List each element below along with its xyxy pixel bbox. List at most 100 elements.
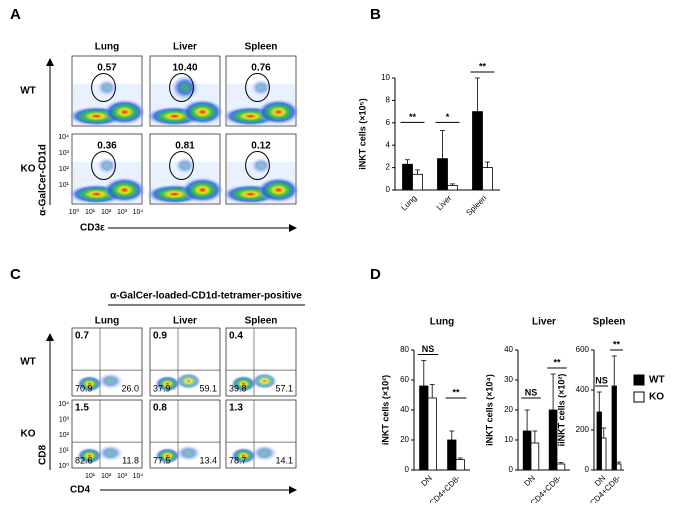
- y-tick-label: 400: [576, 385, 590, 394]
- error-bar: [449, 430, 455, 440]
- quadrant-value: 82.6: [75, 455, 93, 465]
- quadrant-value: 57.1: [275, 383, 293, 393]
- column-header: Liver: [173, 316, 197, 327]
- y-tick-label: 10¹: [59, 182, 70, 189]
- bar: [455, 459, 465, 471]
- bar: [419, 385, 429, 471]
- y-tick-label: 10¹: [59, 447, 70, 454]
- gate: [91, 151, 116, 180]
- y-tick-label: 10⁰: [58, 462, 69, 470]
- significance-label: **: [479, 61, 487, 71]
- bar: [402, 163, 413, 191]
- significance-label: NS: [525, 387, 538, 397]
- x-tick-label: CD4+CD8-: [428, 473, 462, 503]
- column-header: Lung: [95, 42, 119, 53]
- gated-population: [251, 157, 271, 174]
- x-tick-label: 10⁰: [69, 208, 80, 216]
- gated-population: [97, 79, 117, 96]
- quadrant-value: 77.5: [153, 455, 171, 465]
- y-tick-label: 10⁴: [58, 401, 69, 408]
- error-bar: [429, 384, 435, 398]
- chart-title: Lung: [430, 317, 454, 328]
- error-bar: [440, 130, 445, 159]
- x-tick-label: 10³: [117, 209, 128, 216]
- y-tick-label: 0: [585, 465, 590, 474]
- panel-label: C: [10, 266, 21, 283]
- flow-population: [76, 447, 103, 464]
- gate: [245, 151, 270, 180]
- gate-value: 0.12: [251, 141, 271, 152]
- quadrant-value: 13.4: [199, 455, 217, 465]
- x-tick-label: Liver: [435, 193, 454, 212]
- quadrant-value: 0.7: [75, 331, 89, 342]
- x-tick-label: DN: [522, 473, 537, 488]
- flow-population: [97, 372, 124, 390]
- y-tick-label: 80: [400, 345, 409, 354]
- x-tick-label: 10²: [101, 473, 112, 480]
- gate-value: 10.40: [172, 63, 197, 74]
- x-tick-label: 10⁴: [133, 473, 144, 480]
- row-label: WT: [20, 86, 36, 97]
- y-tick-label: 10²: [59, 166, 70, 173]
- bar: [611, 385, 617, 471]
- quadrant-value: 0.4: [229, 331, 243, 342]
- flow-population: [181, 177, 224, 203]
- y-tick-label: 10: [381, 73, 390, 82]
- y-tick-label: 2: [386, 163, 391, 172]
- legend-swatch: [633, 374, 645, 386]
- bar: [482, 167, 493, 191]
- bar: [601, 437, 607, 471]
- bar: [437, 158, 448, 191]
- flow-population: [175, 372, 202, 390]
- quadrant-value: 78.7: [229, 455, 247, 465]
- error-bar: [450, 183, 455, 186]
- y-tick-label: 20: [400, 435, 409, 444]
- x-tick-label: CD4+CD8-: [588, 473, 622, 503]
- y-tick-label: 10: [504, 435, 513, 444]
- x-tick-label: 10¹: [85, 209, 96, 216]
- significance-label: **: [613, 339, 621, 349]
- flow-population: [181, 99, 224, 125]
- chart-title: Liver: [532, 317, 556, 328]
- flow-population: [154, 375, 181, 392]
- error-bar: [485, 161, 490, 168]
- flow-population: [257, 99, 300, 125]
- gate-value: 0.76: [251, 63, 271, 74]
- y-tick-label: 10⁴: [58, 134, 69, 141]
- header: α-GalCer-loaded-CD1d-tetramer-positive: [110, 291, 302, 302]
- legend-label: WT: [649, 375, 665, 386]
- y-tick-label: 10³: [59, 416, 70, 423]
- y-tick-label: 40: [504, 345, 513, 354]
- y-tick-label: 200: [576, 425, 590, 434]
- bar: [616, 463, 622, 471]
- significance-label: NS: [422, 344, 435, 354]
- y-axis-label: iNKT cells (×10⁵): [357, 98, 367, 170]
- error-bar: [611, 355, 617, 386]
- error-bar: [550, 373, 556, 410]
- flow-population: [103, 177, 146, 203]
- significance-label: NS: [595, 375, 608, 385]
- y-axis-label: iiNKT cells (×10²): [556, 374, 566, 447]
- bar: [522, 430, 532, 471]
- flow-population: [175, 444, 202, 462]
- error-bar: [596, 391, 602, 412]
- panel-label: A: [10, 6, 21, 23]
- bar: [412, 173, 423, 191]
- quadrant-value: 0.9: [153, 331, 167, 342]
- x-axis-label: CD4: [70, 485, 90, 496]
- error-bar: [421, 360, 427, 386]
- gate: [169, 151, 194, 180]
- quadrant-value: 59.1: [199, 383, 217, 393]
- row-label: KO: [21, 429, 36, 440]
- legend-swatch: [633, 391, 645, 403]
- error-bar: [558, 462, 564, 464]
- row-label: WT: [20, 357, 36, 368]
- column-header: Liver: [173, 42, 197, 53]
- error-bar: [475, 77, 480, 112]
- x-tick-label: 10¹: [85, 473, 96, 480]
- gate-value: 0.36: [97, 141, 117, 152]
- error-bar: [532, 430, 538, 443]
- y-tick-label: 60: [400, 375, 409, 384]
- y-tick-label: 6: [386, 118, 391, 127]
- error-bar: [524, 409, 530, 431]
